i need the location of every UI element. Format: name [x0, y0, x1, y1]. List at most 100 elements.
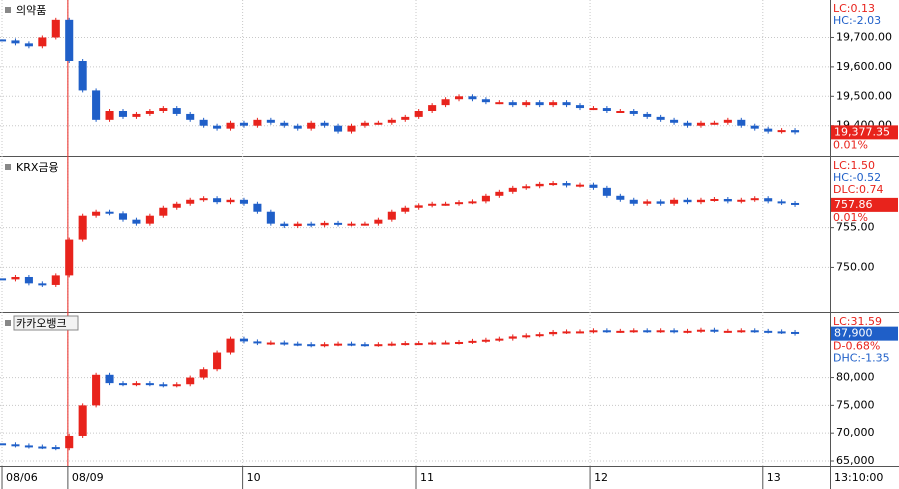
- candle: [589, 184, 598, 188]
- title-box: [13, 315, 79, 331]
- candle: [0, 443, 7, 446]
- candle: [441, 203, 450, 206]
- price-panel: 65,000 70,000 75,000 80,000 카카오뱅크 LC:31.5987,…: [0, 315, 898, 467]
- candle: [266, 211, 275, 224]
- candle: [777, 331, 786, 334]
- candle: [562, 102, 571, 106]
- title-icon: [5, 320, 11, 326]
- y-tick-label: 19,500.00: [836, 89, 892, 102]
- candle: [118, 111, 128, 117]
- candle: [186, 199, 195, 204]
- candle: [764, 330, 773, 333]
- candle: [38, 37, 47, 47]
- candle: [145, 111, 154, 114]
- candle: [629, 330, 638, 333]
- candle: [791, 331, 800, 334]
- candle: [723, 198, 732, 202]
- candle: [105, 111, 114, 120]
- candle: [602, 108, 611, 111]
- title-icon: [5, 164, 11, 170]
- candle: [777, 201, 786, 204]
- price-panel: 750.00 755.00 KRX금융 LC:1.50HC:-0.52DLC:0.74…: [0, 159, 898, 287]
- x-tick-label: 12: [594, 471, 608, 484]
- x-tick-label: 08/06: [6, 471, 38, 484]
- candle: [92, 90, 101, 120]
- y-tick-label: 755.00: [836, 221, 875, 234]
- candle: [347, 343, 356, 346]
- indicator-label: LC:1.50: [833, 159, 875, 172]
- candle: [78, 215, 87, 240]
- candle: [387, 211, 396, 220]
- candle: [696, 122, 705, 126]
- candle: [213, 125, 222, 129]
- y-tick-label: 70,000: [836, 426, 875, 439]
- current-price-box: [831, 326, 898, 341]
- change-label: 0.01%: [833, 138, 868, 151]
- candle: [428, 203, 437, 206]
- y-tick-label: 750.00: [836, 260, 875, 273]
- indicator-label: LC:0.13: [833, 2, 875, 15]
- candle: [670, 199, 679, 204]
- candle: [266, 119, 275, 123]
- candle: [656, 116, 665, 120]
- candle: [213, 198, 222, 203]
- candle: [549, 183, 558, 186]
- candle: [11, 444, 20, 447]
- candle: [696, 329, 705, 332]
- candle: [38, 283, 47, 286]
- candle: [495, 102, 504, 105]
- candle: [199, 369, 208, 378]
- candle: [105, 374, 114, 384]
- candle: [791, 130, 800, 133]
- candle: [78, 61, 87, 91]
- candle: [11, 40, 20, 44]
- candle: [132, 113, 141, 117]
- candle: [186, 377, 195, 385]
- candle: [360, 344, 369, 347]
- candle: [186, 113, 195, 120]
- candle: [643, 113, 652, 117]
- candle: [414, 343, 423, 346]
- candle: [549, 331, 558, 335]
- candle: [508, 187, 517, 192]
- candle: [549, 102, 558, 106]
- candle: [764, 128, 773, 132]
- candle: [414, 205, 423, 208]
- candle: [239, 199, 248, 204]
- current-price-box: [831, 125, 898, 140]
- current-price-label: 757.86: [834, 198, 873, 211]
- candle: [159, 207, 168, 216]
- candle: [253, 203, 262, 212]
- candle: [750, 125, 759, 129]
- candle: [522, 102, 531, 106]
- y-tick-label: 80,000: [836, 371, 875, 384]
- candle: [65, 239, 74, 276]
- candle: [320, 344, 329, 347]
- candle: [293, 125, 302, 129]
- candle: [334, 343, 343, 346]
- candle: [226, 199, 235, 203]
- candle: [575, 331, 585, 334]
- change-label: DHC:-1.35: [833, 352, 890, 365]
- candle: [387, 343, 396, 346]
- candle: [629, 199, 638, 204]
- title-icon: [5, 7, 11, 13]
- candle: [78, 405, 87, 436]
- candle: [495, 191, 504, 196]
- candle: [454, 96, 464, 100]
- candle: [145, 383, 154, 386]
- candle: [334, 125, 343, 132]
- candle: [172, 384, 181, 387]
- change-label: D-0.68%: [833, 340, 880, 353]
- candle: [791, 202, 800, 205]
- candle: [360, 223, 369, 226]
- candle: [105, 211, 114, 214]
- candle: [239, 338, 248, 342]
- current-price-label: 19,377.35: [834, 125, 890, 138]
- candle: [51, 447, 60, 450]
- candle: [522, 186, 531, 189]
- candle: [145, 215, 154, 224]
- candle: [696, 199, 705, 203]
